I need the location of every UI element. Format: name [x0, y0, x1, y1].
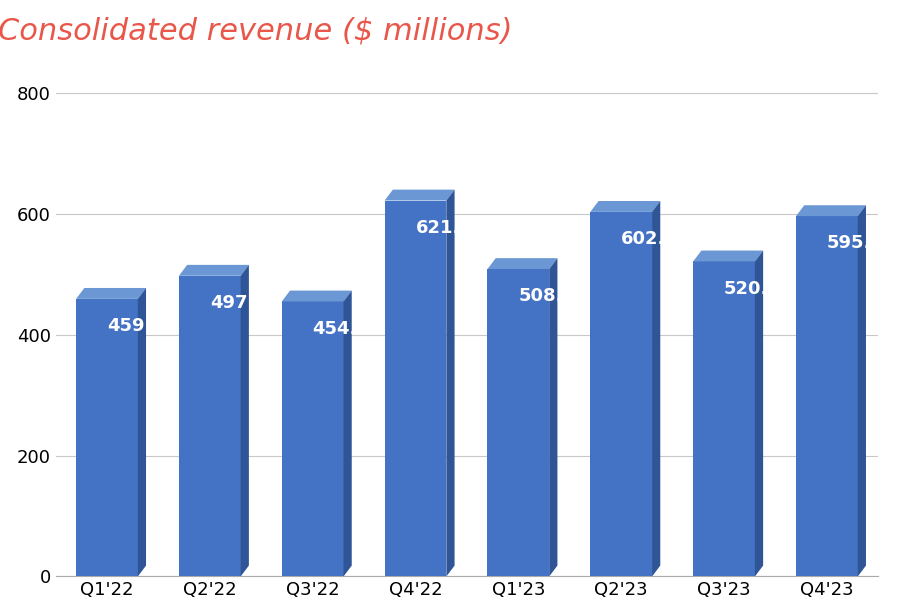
Bar	[590, 212, 652, 577]
Text: 497.2: 497.2	[210, 294, 267, 312]
Polygon shape	[858, 205, 866, 577]
Bar	[385, 201, 447, 577]
Polygon shape	[652, 201, 660, 577]
Text: 621.6: 621.6	[416, 219, 472, 237]
Bar	[179, 276, 241, 577]
Text: 508.3: 508.3	[518, 287, 576, 305]
Polygon shape	[488, 258, 558, 269]
Polygon shape	[241, 265, 249, 577]
Text: 520.9: 520.9	[724, 280, 781, 298]
Polygon shape	[179, 265, 249, 276]
Polygon shape	[755, 251, 763, 577]
Polygon shape	[138, 288, 146, 577]
Text: 602.8: 602.8	[621, 230, 678, 248]
Polygon shape	[447, 190, 455, 577]
Text: Consolidated revenue ($ millions): Consolidated revenue ($ millions)	[0, 17, 512, 46]
Polygon shape	[281, 291, 351, 301]
Polygon shape	[385, 190, 455, 201]
Bar	[796, 216, 858, 577]
Text: 454.7: 454.7	[312, 320, 370, 338]
Polygon shape	[549, 258, 558, 577]
Polygon shape	[76, 288, 146, 299]
Text: 595.8: 595.8	[827, 234, 883, 253]
Polygon shape	[343, 291, 351, 577]
Bar	[693, 261, 755, 577]
Bar	[76, 299, 138, 577]
Bar	[488, 269, 549, 577]
Polygon shape	[590, 201, 660, 212]
Text: 459: 459	[107, 317, 144, 335]
Bar	[281, 301, 343, 577]
Polygon shape	[796, 205, 866, 216]
Polygon shape	[693, 251, 763, 261]
